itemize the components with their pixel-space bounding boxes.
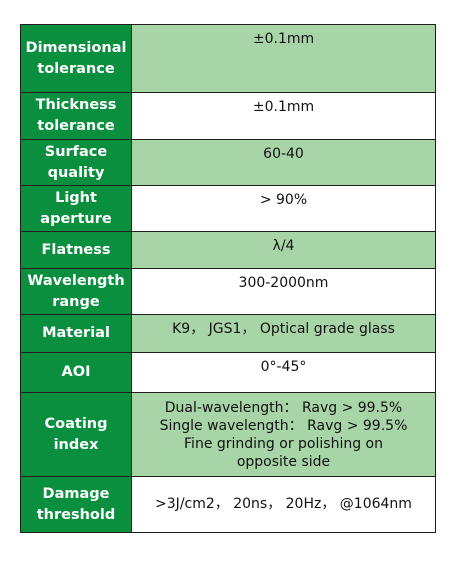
- table-row: Damage threshold >3J/cm2， 20ns， 20Hz， @1…: [20, 476, 436, 533]
- value-line: K9， JGS1， Optical grade glass: [172, 321, 395, 337]
- label-line: Material: [42, 325, 110, 341]
- row-label: Material: [20, 314, 132, 353]
- row-label: Light aperture: [20, 185, 132, 232]
- row-label: Dimensional tolerance: [20, 24, 132, 93]
- label-line: Thickness: [35, 97, 117, 113]
- row-value: ±0.1mm: [131, 24, 436, 93]
- row-label: Flatness: [20, 231, 132, 269]
- label-line: threshold: [36, 506, 116, 523]
- row-label: Thickness tolerance: [20, 92, 132, 140]
- table-row: Surface quality 60-40: [20, 139, 436, 186]
- table-row: Coating index Dual-wavelength： Ravg > 99…: [20, 392, 436, 477]
- row-label: Damage threshold: [20, 476, 132, 533]
- table-row: Wavelength range 300-2000nm: [20, 268, 436, 315]
- row-value: 0°-45°: [131, 352, 436, 393]
- row-value: >3J/cm2， 20ns， 20Hz， @1064nm: [131, 476, 436, 533]
- specification-table: Dimensional tolerance ±0.1mm Thickness t…: [20, 24, 436, 533]
- label-line: Flatness: [41, 241, 111, 258]
- label-line: Surface: [44, 143, 108, 160]
- label-line: AOI: [61, 364, 91, 380]
- row-value: 60-40: [131, 139, 436, 186]
- label-line: Coating: [44, 415, 108, 432]
- row-value: > 90%: [131, 185, 436, 232]
- value-line: 300-2000nm: [238, 275, 329, 291]
- table-row: Thickness tolerance ±0.1mm: [20, 92, 436, 140]
- value-line: Dual-wavelength： Ravg > 99.5%: [164, 399, 403, 416]
- value-line: 60-40: [263, 146, 304, 162]
- row-value: 300-2000nm: [131, 268, 436, 315]
- row-label: AOI: [20, 352, 132, 393]
- row-label: Surface quality: [20, 139, 132, 186]
- table-row: Dimensional tolerance ±0.1mm: [20, 24, 436, 93]
- value-line: > 90%: [259, 192, 308, 208]
- value-line: 0°-45°: [260, 359, 307, 375]
- label-line: tolerance: [37, 60, 115, 77]
- label-line: Dimensional: [25, 39, 127, 56]
- row-label: Coating index: [20, 392, 132, 477]
- table-row: Material K9， JGS1， Optical grade glass: [20, 314, 436, 353]
- table-row: Light aperture > 90%: [20, 185, 436, 232]
- label-line: Wavelength: [27, 272, 125, 289]
- value-line: Fine grinding or polishing on: [184, 435, 383, 452]
- label-line: range: [52, 293, 100, 310]
- label-line: quality: [47, 164, 105, 181]
- table-row: Flatness λ/4: [20, 231, 436, 269]
- value-line: >3J/cm2， 20ns， 20Hz， @1064nm: [155, 496, 412, 512]
- label-line: index: [53, 436, 99, 453]
- row-value: ±0.1mm: [131, 92, 436, 140]
- value-line: Single wavelength： Ravg > 99.5%: [159, 417, 408, 434]
- value-line: ±0.1mm: [252, 99, 315, 115]
- value-line: opposite side: [236, 453, 331, 470]
- table-row: AOI 0°-45°: [20, 352, 436, 393]
- row-value: K9， JGS1， Optical grade glass: [131, 314, 436, 353]
- value-line: ±0.1mm: [252, 31, 315, 47]
- row-value: Dual-wavelength： Ravg > 99.5% Single wav…: [131, 392, 436, 477]
- row-value: λ/4: [131, 231, 436, 269]
- label-line: aperture: [40, 210, 112, 227]
- row-label: Wavelength range: [20, 268, 132, 315]
- label-line: tolerance: [37, 118, 115, 134]
- value-line: λ/4: [272, 238, 295, 254]
- label-line: Damage: [42, 485, 110, 502]
- label-line: Light: [55, 189, 97, 206]
